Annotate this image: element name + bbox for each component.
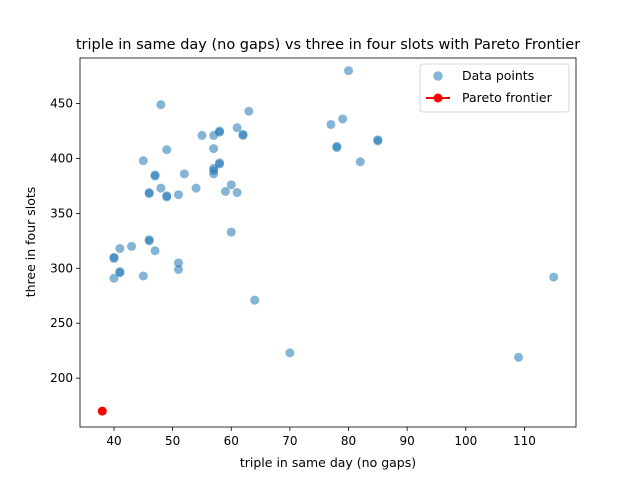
data-point bbox=[173, 190, 183, 200]
data-point bbox=[226, 180, 236, 190]
data-point bbox=[238, 129, 248, 139]
data-point bbox=[355, 157, 365, 167]
x-tick-label: 100 bbox=[454, 434, 477, 448]
data-point bbox=[156, 183, 166, 193]
data-point bbox=[109, 253, 119, 263]
data-point bbox=[215, 126, 225, 136]
data-point bbox=[173, 264, 183, 274]
data-point bbox=[344, 66, 354, 76]
data-point bbox=[138, 271, 148, 281]
data-point bbox=[127, 241, 137, 251]
y-tick-label: 350 bbox=[50, 206, 73, 220]
legend-label-data-points: Data points bbox=[462, 68, 534, 83]
data-point bbox=[138, 156, 148, 166]
x-tick-label: 80 bbox=[341, 434, 356, 448]
data-point bbox=[150, 246, 160, 256]
data-point bbox=[226, 227, 236, 237]
y-axis: 200 250 300 350 400 450 bbox=[50, 97, 80, 385]
data-point bbox=[338, 114, 348, 124]
x-tick-label: 90 bbox=[400, 434, 415, 448]
data-point bbox=[373, 135, 383, 145]
data-point bbox=[220, 186, 230, 196]
y-tick-label: 400 bbox=[50, 151, 73, 165]
data-point bbox=[109, 273, 119, 283]
legend-marker-pareto bbox=[433, 93, 443, 103]
data-point bbox=[197, 130, 207, 140]
pareto-frontier-layer bbox=[97, 406, 107, 416]
legend: Data points Pareto frontier bbox=[419, 63, 570, 113]
data-point bbox=[326, 119, 336, 129]
x-axis-label: triple in same day (no gaps) bbox=[240, 455, 416, 470]
chart-title: triple in same day (no gaps) vs three in… bbox=[76, 37, 580, 53]
x-axis: 40 50 60 70 80 90 100 110 bbox=[106, 427, 536, 448]
data-point bbox=[549, 272, 559, 282]
legend-marker-data-points bbox=[433, 71, 443, 81]
pareto-point bbox=[97, 406, 107, 416]
data-point bbox=[162, 145, 172, 155]
y-axis-label: three in four slots bbox=[23, 187, 38, 298]
data-point bbox=[209, 144, 219, 154]
x-tick-label: 70 bbox=[282, 434, 297, 448]
y-tick-label: 250 bbox=[50, 316, 73, 330]
data-point bbox=[250, 295, 260, 305]
data-point bbox=[232, 123, 242, 133]
data-point bbox=[150, 171, 160, 181]
plot-area bbox=[79, 57, 577, 428]
y-tick-label: 300 bbox=[50, 261, 73, 275]
x-tick-label: 110 bbox=[513, 434, 536, 448]
data-point bbox=[285, 348, 295, 358]
data-point bbox=[514, 352, 524, 362]
data-point bbox=[173, 258, 183, 268]
data-point bbox=[144, 189, 154, 199]
data-points-layer bbox=[109, 66, 559, 362]
data-point bbox=[162, 192, 172, 202]
y-tick-label: 200 bbox=[50, 371, 73, 385]
data-point bbox=[191, 183, 201, 193]
data-point bbox=[156, 100, 166, 110]
data-point bbox=[115, 244, 125, 254]
data-point bbox=[115, 268, 125, 278]
data-point bbox=[179, 169, 189, 179]
plot-frame bbox=[79, 57, 577, 428]
data-point bbox=[332, 141, 342, 151]
data-point bbox=[215, 159, 225, 169]
plot-background bbox=[80, 58, 576, 427]
data-point bbox=[144, 236, 154, 246]
legend-label-pareto: Pareto frontier bbox=[462, 90, 553, 105]
data-point bbox=[232, 188, 242, 198]
legend-box bbox=[419, 63, 570, 113]
x-tick-label: 60 bbox=[224, 434, 239, 448]
x-tick-label: 50 bbox=[165, 434, 180, 448]
x-tick-label: 40 bbox=[106, 434, 121, 448]
y-tick-label: 450 bbox=[50, 97, 73, 111]
data-point bbox=[244, 106, 254, 116]
